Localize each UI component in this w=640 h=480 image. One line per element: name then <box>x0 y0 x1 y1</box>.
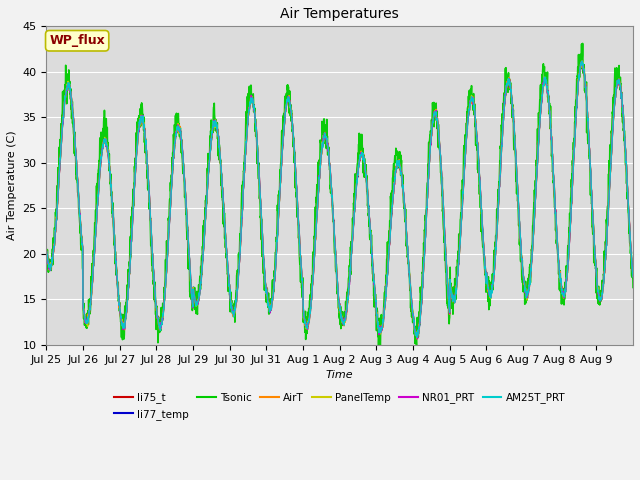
X-axis label: Time: Time <box>326 370 353 380</box>
Y-axis label: Air Temperature (C): Air Temperature (C) <box>7 131 17 240</box>
Text: WP_flux: WP_flux <box>49 34 105 47</box>
Legend: li75_t, li77_temp, Tsonic, AirT, PanelTemp, NR01_PRT, AM25T_PRT: li75_t, li77_temp, Tsonic, AirT, PanelTe… <box>110 388 570 424</box>
Title: Air Temperatures: Air Temperatures <box>280 7 399 21</box>
